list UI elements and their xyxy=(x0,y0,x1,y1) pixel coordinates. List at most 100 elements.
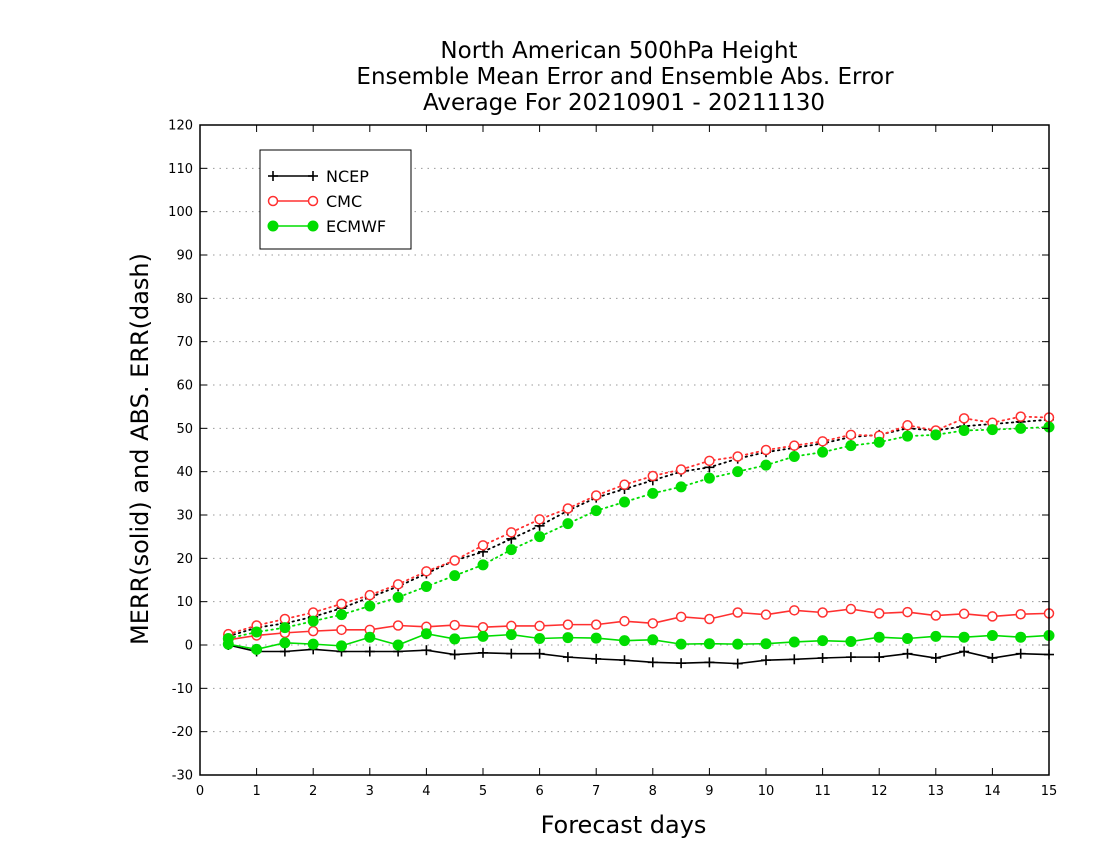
y-tick-label: 10 xyxy=(176,595,193,610)
series-ecmwf-abs-err-line xyxy=(227,426,1050,640)
series-ecmwf-merr-point xyxy=(449,633,461,645)
series-ncep-merr-point xyxy=(619,655,630,666)
series-ecmwf-merr-point xyxy=(477,630,489,642)
series-ecmwf-merr-point xyxy=(1015,631,1027,643)
series-ecmwf-merr-point xyxy=(958,631,970,643)
series-ecmwf-merr-point xyxy=(307,638,319,650)
y-tick-label: 0 xyxy=(185,639,193,654)
series-cmc-abs-err-point xyxy=(760,444,772,456)
series-cmc-merr-point xyxy=(789,605,800,616)
series-cmc-merr-point xyxy=(760,609,772,620)
series-ncep-merr-point xyxy=(1015,648,1026,659)
chart-title-line: North American 500hPa Height xyxy=(440,38,797,64)
series-cmc-abs-err-point xyxy=(279,613,291,625)
series-ecmwf-merr-point xyxy=(703,638,715,650)
series-cmc-abs-err-point xyxy=(845,429,857,441)
series-ecmwf-merr-point xyxy=(336,640,347,652)
series-ecmwf-merr-point xyxy=(902,633,913,644)
series-ncep-merr-point xyxy=(449,649,460,660)
series-ncep-merr-point xyxy=(987,653,998,663)
x-tick-label: 7 xyxy=(592,784,600,799)
series-ncep-merr-point xyxy=(506,648,517,659)
series-ncep-merr-point xyxy=(817,653,828,663)
series-ncep-merr-point xyxy=(959,646,970,657)
legend-label-ncep: NCEP xyxy=(326,167,369,186)
series-cmc-abs-err-point xyxy=(534,514,545,525)
series-cmc-abs-err-point xyxy=(336,598,347,610)
series-cmc-merr-point xyxy=(817,607,828,618)
series-ncep-merr-point xyxy=(562,652,573,663)
series-ecmwf-abs-err-point xyxy=(505,544,517,556)
x-tick-label: 4 xyxy=(422,784,430,799)
x-tick-label: 12 xyxy=(871,784,888,799)
legend-label-cmc: CMC xyxy=(326,192,362,211)
y-tick-label: 40 xyxy=(176,465,193,480)
series-ecmwf-merr-point xyxy=(279,637,291,649)
series-ecmwf-merr-point xyxy=(562,632,574,644)
x-tick-label: 2 xyxy=(309,784,317,799)
x-tick-label: 5 xyxy=(479,784,487,799)
legend-marker-ncep xyxy=(268,171,278,181)
y-tick-label: -20 xyxy=(172,725,193,740)
series-ecmwf-abs-err-point xyxy=(873,436,885,448)
series-cmc-abs-err-point xyxy=(506,527,517,538)
legend-label-ecmwf: ECMWF xyxy=(326,217,386,236)
x-tick-label: 11 xyxy=(814,784,831,799)
series-ecmwf-abs-err-point xyxy=(251,626,263,638)
series-ecmwf-abs-err-point xyxy=(647,487,659,499)
series-ecmwf-abs-err-point xyxy=(477,559,489,571)
legend-marker-ecmwf xyxy=(307,220,319,232)
series-ecmwf-merr-point xyxy=(986,629,998,641)
y-tick-label: 80 xyxy=(176,292,193,307)
series-ncep-merr-line xyxy=(228,644,1050,665)
series-ecmwf-abs-err-point xyxy=(392,591,404,603)
x-tick-label: 15 xyxy=(1041,784,1058,799)
y-tick-label: 90 xyxy=(176,249,193,264)
y-tick-label: 120 xyxy=(168,119,193,134)
series-ncep-merr-point xyxy=(845,652,856,663)
series-cmc-merr-point xyxy=(873,608,885,619)
legend-marker-ncep xyxy=(308,171,318,181)
series-cmc-abs-err-line xyxy=(227,415,1050,636)
y-tick-label: 110 xyxy=(168,162,193,177)
series-ncep-merr-point xyxy=(902,648,913,659)
series-cmc-abs-err-point xyxy=(647,470,659,482)
series-ecmwf-merr-line xyxy=(228,632,1050,651)
plot-layer xyxy=(222,411,1055,669)
series-cmc-merr-point xyxy=(336,624,347,636)
series-cmc-merr-point xyxy=(477,621,489,633)
y-tick-label: 30 xyxy=(176,509,193,524)
series-ncep-merr-point xyxy=(789,654,800,665)
series-ecmwf-merr-point xyxy=(505,629,517,641)
series-cmc-abs-err-point xyxy=(958,413,970,424)
series-cmc xyxy=(223,411,1055,646)
series-cmc-abs-err-point xyxy=(675,464,687,475)
series-ecmwf-abs-err-point xyxy=(732,466,744,478)
series-cmc-merr-line xyxy=(228,608,1050,641)
series-ecmwf-abs-err-point xyxy=(1015,422,1027,434)
series-ecmwf-merr-point xyxy=(222,638,234,650)
series-ecmwf-merr-point xyxy=(392,639,404,651)
series-cmc-abs-err-point xyxy=(817,436,828,447)
series-cmc-merr-point xyxy=(732,607,743,618)
legend-box xyxy=(259,149,412,250)
y-tick-label: 100 xyxy=(168,205,193,220)
x-tick-label: 13 xyxy=(928,784,945,799)
series-ecmwf-merr-point xyxy=(873,631,885,643)
series-cmc-abs-err-point xyxy=(421,566,432,577)
series-ecmwf-abs-err-point xyxy=(902,430,913,442)
series-cmc-merr-point xyxy=(392,620,404,631)
series-ecmwf-abs-err-point xyxy=(760,459,772,471)
series-ncep-merr-point xyxy=(647,657,658,668)
series-ecmwf-abs-err-point xyxy=(420,581,432,592)
series-ecmwf-abs-err-point xyxy=(788,451,800,462)
series-cmc-abs-err-point xyxy=(1015,411,1026,422)
series-ecmwf-merr-point xyxy=(760,638,772,650)
series-ecmwf-merr-point xyxy=(930,630,942,642)
y-tick-label: 50 xyxy=(176,422,193,437)
x-tick-label: 1 xyxy=(252,784,260,799)
x-tick-label: 3 xyxy=(366,784,374,799)
series-cmc-abs-err-point xyxy=(477,540,489,551)
series-ecmwf-abs-err-point xyxy=(336,609,347,621)
